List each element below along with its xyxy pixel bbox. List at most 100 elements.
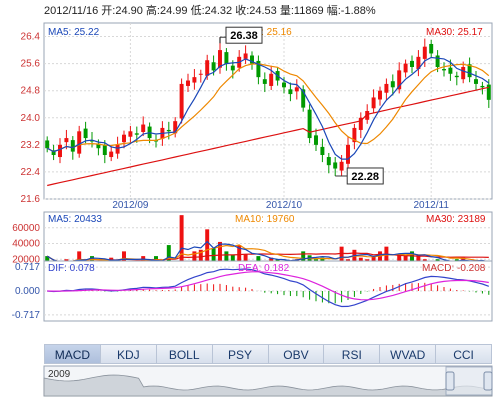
macd-value-label: MACD: -0.208 (422, 263, 486, 274)
candle-body (371, 97, 376, 109)
header-quote-line: 2012/11/16 开:24.90 高:24.99 低:24.32 收:24.… (44, 3, 376, 17)
candle-body (378, 90, 382, 100)
navigator-right-handle[interactable] (483, 371, 493, 391)
candle-body (205, 60, 210, 76)
candle-body (70, 140, 75, 152)
candle-body (358, 117, 363, 130)
candle-body (109, 151, 114, 158)
price-y-tick: 21.6 (21, 194, 41, 205)
price-ma10-line (46, 63, 490, 153)
low-callout-box (346, 167, 384, 185)
candle-body (339, 161, 344, 171)
candle-body (320, 146, 325, 155)
low-callout-value: 22.28 (351, 171, 379, 183)
volume-bar (218, 241, 222, 275)
candle-body (282, 82, 286, 88)
candle-body (442, 69, 446, 71)
price-y-tick: 25.6 (21, 59, 41, 70)
candle-body (173, 121, 178, 134)
navigator-left-handle[interactable] (445, 371, 455, 391)
tab-wvad[interactable]: WVAD (380, 344, 437, 364)
candle-body (211, 62, 216, 71)
candle-body (429, 43, 434, 54)
macd-y-tick: -0.717 (12, 310, 41, 321)
volume-y-tick: 20000 (12, 254, 40, 265)
candle-body (269, 73, 274, 86)
candle-body (58, 144, 62, 158)
candle-body (192, 77, 197, 83)
macd-y-tick: 0.717 (15, 262, 40, 273)
volume-ma30-label: MA30: 23189 (426, 214, 486, 225)
candle-body (128, 131, 133, 137)
candle-body (122, 134, 126, 143)
volume-ma10-label: MA10: 19760 (235, 214, 295, 225)
candle-body (384, 83, 389, 93)
price-ma30-line (47, 86, 489, 187)
candle-body (454, 75, 459, 78)
volume-ma5-line (46, 240, 489, 263)
tab-boll[interactable]: BOLL (156, 344, 213, 364)
tab-kdj[interactable]: KDJ (100, 344, 157, 364)
candle-body (218, 50, 222, 68)
candle-body (250, 55, 254, 64)
candle-body (166, 129, 171, 132)
candle-body (480, 85, 485, 88)
candle-body (346, 144, 350, 164)
candle-body (262, 79, 267, 84)
volume-y-tick: 40000 (12, 239, 40, 250)
macd-dif-label: DIF: 0.078 (48, 263, 95, 274)
candle-body (115, 144, 120, 154)
price-y-tick: 23.2 (21, 140, 41, 151)
candle-body (326, 157, 331, 166)
candle-body (333, 162, 338, 169)
candle-body (51, 150, 56, 155)
candle-body (486, 84, 491, 100)
candle-body (403, 63, 408, 73)
high-callout-value: 26.38 (230, 30, 258, 42)
candle-body (448, 67, 453, 74)
candle-body (461, 67, 466, 80)
candle-body (314, 135, 318, 145)
price-y-tick: 24.0 (21, 113, 41, 124)
macd-dea-line (47, 271, 489, 301)
candle-body (141, 124, 146, 132)
candle-body (90, 140, 94, 142)
candle-body (243, 53, 248, 59)
candle-body (198, 73, 203, 75)
tab-obv[interactable]: OBV (268, 344, 325, 364)
price-ma30-label: MA30: 25.17 (426, 27, 483, 38)
tab-psy[interactable]: PSY (212, 344, 269, 364)
volume-ma5-label: MA5: 20433 (48, 214, 102, 225)
candle-body (416, 56, 421, 70)
candle-body (83, 128, 88, 139)
price-ma10-label: MA10: 25.16 (235, 27, 292, 38)
price-x-label: 2012/10 (266, 200, 303, 211)
candle-body (179, 83, 184, 119)
volume-y-tick: 60000 (12, 223, 40, 234)
candle-body (288, 89, 293, 95)
tab-rsi[interactable]: RSI (324, 344, 381, 364)
candle-body (186, 80, 190, 86)
price-x-label: 2012/11 (413, 200, 449, 211)
volume-bar (166, 245, 171, 275)
candle-body (301, 89, 306, 108)
candle-body (307, 109, 312, 139)
candle-body (410, 60, 414, 67)
tab-cci[interactable]: CCI (436, 344, 492, 364)
candle-body (467, 64, 472, 78)
candle-body (390, 81, 395, 88)
macd-dea-label: DEA: 0.182 (238, 263, 290, 274)
price-y-tick: 24.8 (21, 86, 41, 97)
candle-body (474, 79, 478, 84)
volume-bar (237, 245, 242, 275)
candle-body (256, 60, 261, 78)
candle-body (77, 131, 82, 154)
price-ma5-line (46, 56, 490, 160)
macd-y-tick: 0.000 (15, 286, 40, 297)
price-x-label: 2012/09 (112, 200, 149, 211)
candle-body (294, 87, 299, 92)
candle-body (397, 70, 402, 90)
tab-macd[interactable]: MACD (44, 344, 101, 364)
